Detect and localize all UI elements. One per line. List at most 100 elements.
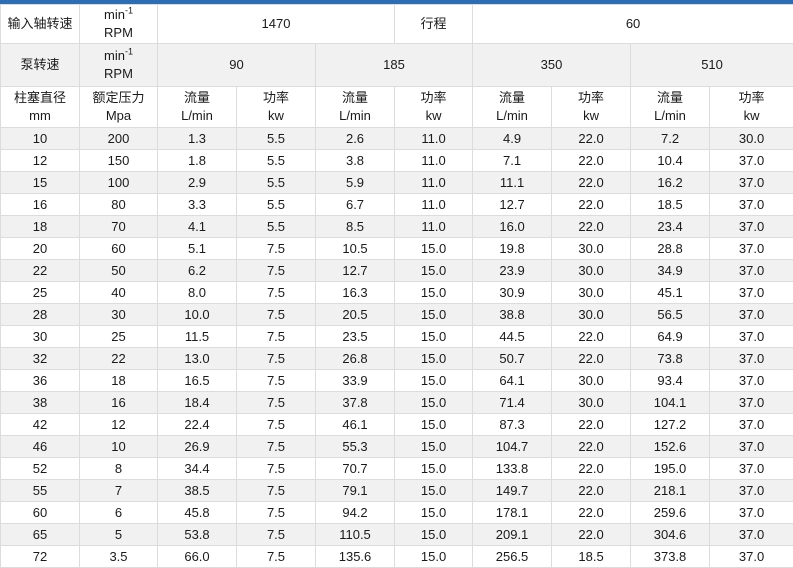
cell-power-185: 15.0: [395, 524, 473, 546]
cell-rated-pressure: 25: [80, 326, 158, 348]
cell-flow-90: 2.9: [158, 172, 237, 194]
cell-flow-510: 7.2: [631, 128, 710, 150]
cell-power-185: 15.0: [395, 282, 473, 304]
cell-power-510: 37.0: [710, 238, 793, 260]
stroke-label: 行程: [395, 5, 473, 44]
cell-flow-350: 30.9: [473, 282, 552, 304]
unit-exponent: -1: [125, 6, 133, 16]
cell-flow-350: 38.8: [473, 304, 552, 326]
cell-flow-185: 6.7: [316, 194, 395, 216]
cell-flow-350: 11.1: [473, 172, 552, 194]
cell-power-90: 5.5: [237, 194, 316, 216]
cell-power-510: 37.0: [710, 326, 793, 348]
cell-power-510: 37.0: [710, 194, 793, 216]
unit-exponent: -1: [125, 47, 133, 57]
cell-flow-90: 13.0: [158, 348, 237, 370]
pump-speed-group-90: 90: [158, 44, 316, 87]
col-head-unit: kw: [239, 107, 313, 125]
cell-flow-510: 152.6: [631, 436, 710, 458]
cell-piston-diameter: 10: [1, 128, 80, 150]
cell-rated-pressure: 30: [80, 304, 158, 326]
cell-piston-diameter: 18: [1, 216, 80, 238]
cell-power-510: 37.0: [710, 502, 793, 524]
input-shaft-speed-label: 输入轴转速: [1, 5, 80, 44]
cell-power-185: 11.0: [395, 216, 473, 238]
cell-power-90: 7.5: [237, 502, 316, 524]
cell-power-510: 37.0: [710, 304, 793, 326]
cell-flow-510: 195.0: [631, 458, 710, 480]
col-head-unit: L/min: [475, 107, 549, 125]
cell-power-350: 22.0: [552, 326, 631, 348]
cell-flow-510: 64.9: [631, 326, 710, 348]
cell-flow-90: 38.5: [158, 480, 237, 502]
cell-flow-510: 56.5: [631, 304, 710, 326]
cell-power-510: 37.0: [710, 172, 793, 194]
col-head-unit: L/min: [160, 107, 234, 125]
col-head-label: 功率: [712, 89, 791, 107]
cell-flow-510: 10.4: [631, 150, 710, 172]
cell-flow-510: 304.6: [631, 524, 710, 546]
cell-piston-diameter: 28: [1, 304, 80, 326]
col-head-rated-pressure: 额定压力 Mpa: [80, 87, 158, 128]
cell-power-350: 22.0: [552, 414, 631, 436]
pump-speed-unit: min-1 RPM: [80, 44, 158, 87]
cell-power-350: 22.0: [552, 128, 631, 150]
cell-power-185: 15.0: [395, 348, 473, 370]
cell-flow-90: 1.8: [158, 150, 237, 172]
cell-power-510: 37.0: [710, 216, 793, 238]
cell-piston-diameter: 46: [1, 436, 80, 458]
cell-piston-diameter: 42: [1, 414, 80, 436]
cell-flow-90: 8.0: [158, 282, 237, 304]
cell-power-185: 15.0: [395, 480, 473, 502]
cell-piston-diameter: 30: [1, 326, 80, 348]
cell-flow-510: 18.5: [631, 194, 710, 216]
cell-flow-90: 53.8: [158, 524, 237, 546]
cell-piston-diameter: 65: [1, 524, 80, 546]
header-row-pump-speed: 泵转速 min-1 RPM 90 185 350 510: [1, 44, 793, 87]
cell-rated-pressure: 12: [80, 414, 158, 436]
cell-flow-350: 12.7: [473, 194, 552, 216]
cell-power-510: 37.0: [710, 480, 793, 502]
cell-power-350: 30.0: [552, 282, 631, 304]
col-head-power-510: 功率 kw: [710, 87, 793, 128]
cell-flow-350: 4.9: [473, 128, 552, 150]
col-head-label: 柱塞直径: [3, 89, 77, 107]
cell-rated-pressure: 18: [80, 370, 158, 392]
cell-flow-185: 23.5: [316, 326, 395, 348]
col-head-unit: L/min: [633, 107, 707, 125]
cell-power-185: 11.0: [395, 172, 473, 194]
cell-flow-350: 44.5: [473, 326, 552, 348]
cell-power-350: 30.0: [552, 370, 631, 392]
unit-min-text: min: [104, 48, 125, 63]
cell-flow-350: 50.7: [473, 348, 552, 370]
cell-power-350: 22.0: [552, 436, 631, 458]
cell-flow-350: 7.1: [473, 150, 552, 172]
col-head-label: 流量: [160, 89, 234, 107]
unit-rpm: RPM: [82, 24, 155, 42]
cell-flow-185: 20.5: [316, 304, 395, 326]
cell-flow-350: 209.1: [473, 524, 552, 546]
cell-power-185: 15.0: [395, 326, 473, 348]
cell-power-510: 37.0: [710, 370, 793, 392]
cell-power-185: 11.0: [395, 194, 473, 216]
col-head-label: 流量: [475, 89, 549, 107]
unit-min-text: min: [104, 7, 125, 22]
col-head-flow-185: 流量 L/min: [316, 87, 395, 128]
cell-power-90: 7.5: [237, 436, 316, 458]
col-head-label: 功率: [239, 89, 313, 107]
cell-power-510: 37.0: [710, 282, 793, 304]
cell-flow-90: 11.5: [158, 326, 237, 348]
cell-piston-diameter: 20: [1, 238, 80, 260]
col-head-unit: kw: [712, 107, 791, 125]
cell-power-185: 11.0: [395, 150, 473, 172]
cell-flow-350: 87.3: [473, 414, 552, 436]
pump-spec-table: 输入轴转速 min-1 RPM 1470 行程 60 泵转速 min-1 RPM…: [0, 4, 793, 568]
pump-speed-group-185: 185: [316, 44, 473, 87]
cell-power-510: 37.0: [710, 348, 793, 370]
cell-piston-diameter: 36: [1, 370, 80, 392]
cell-rated-pressure: 7: [80, 480, 158, 502]
